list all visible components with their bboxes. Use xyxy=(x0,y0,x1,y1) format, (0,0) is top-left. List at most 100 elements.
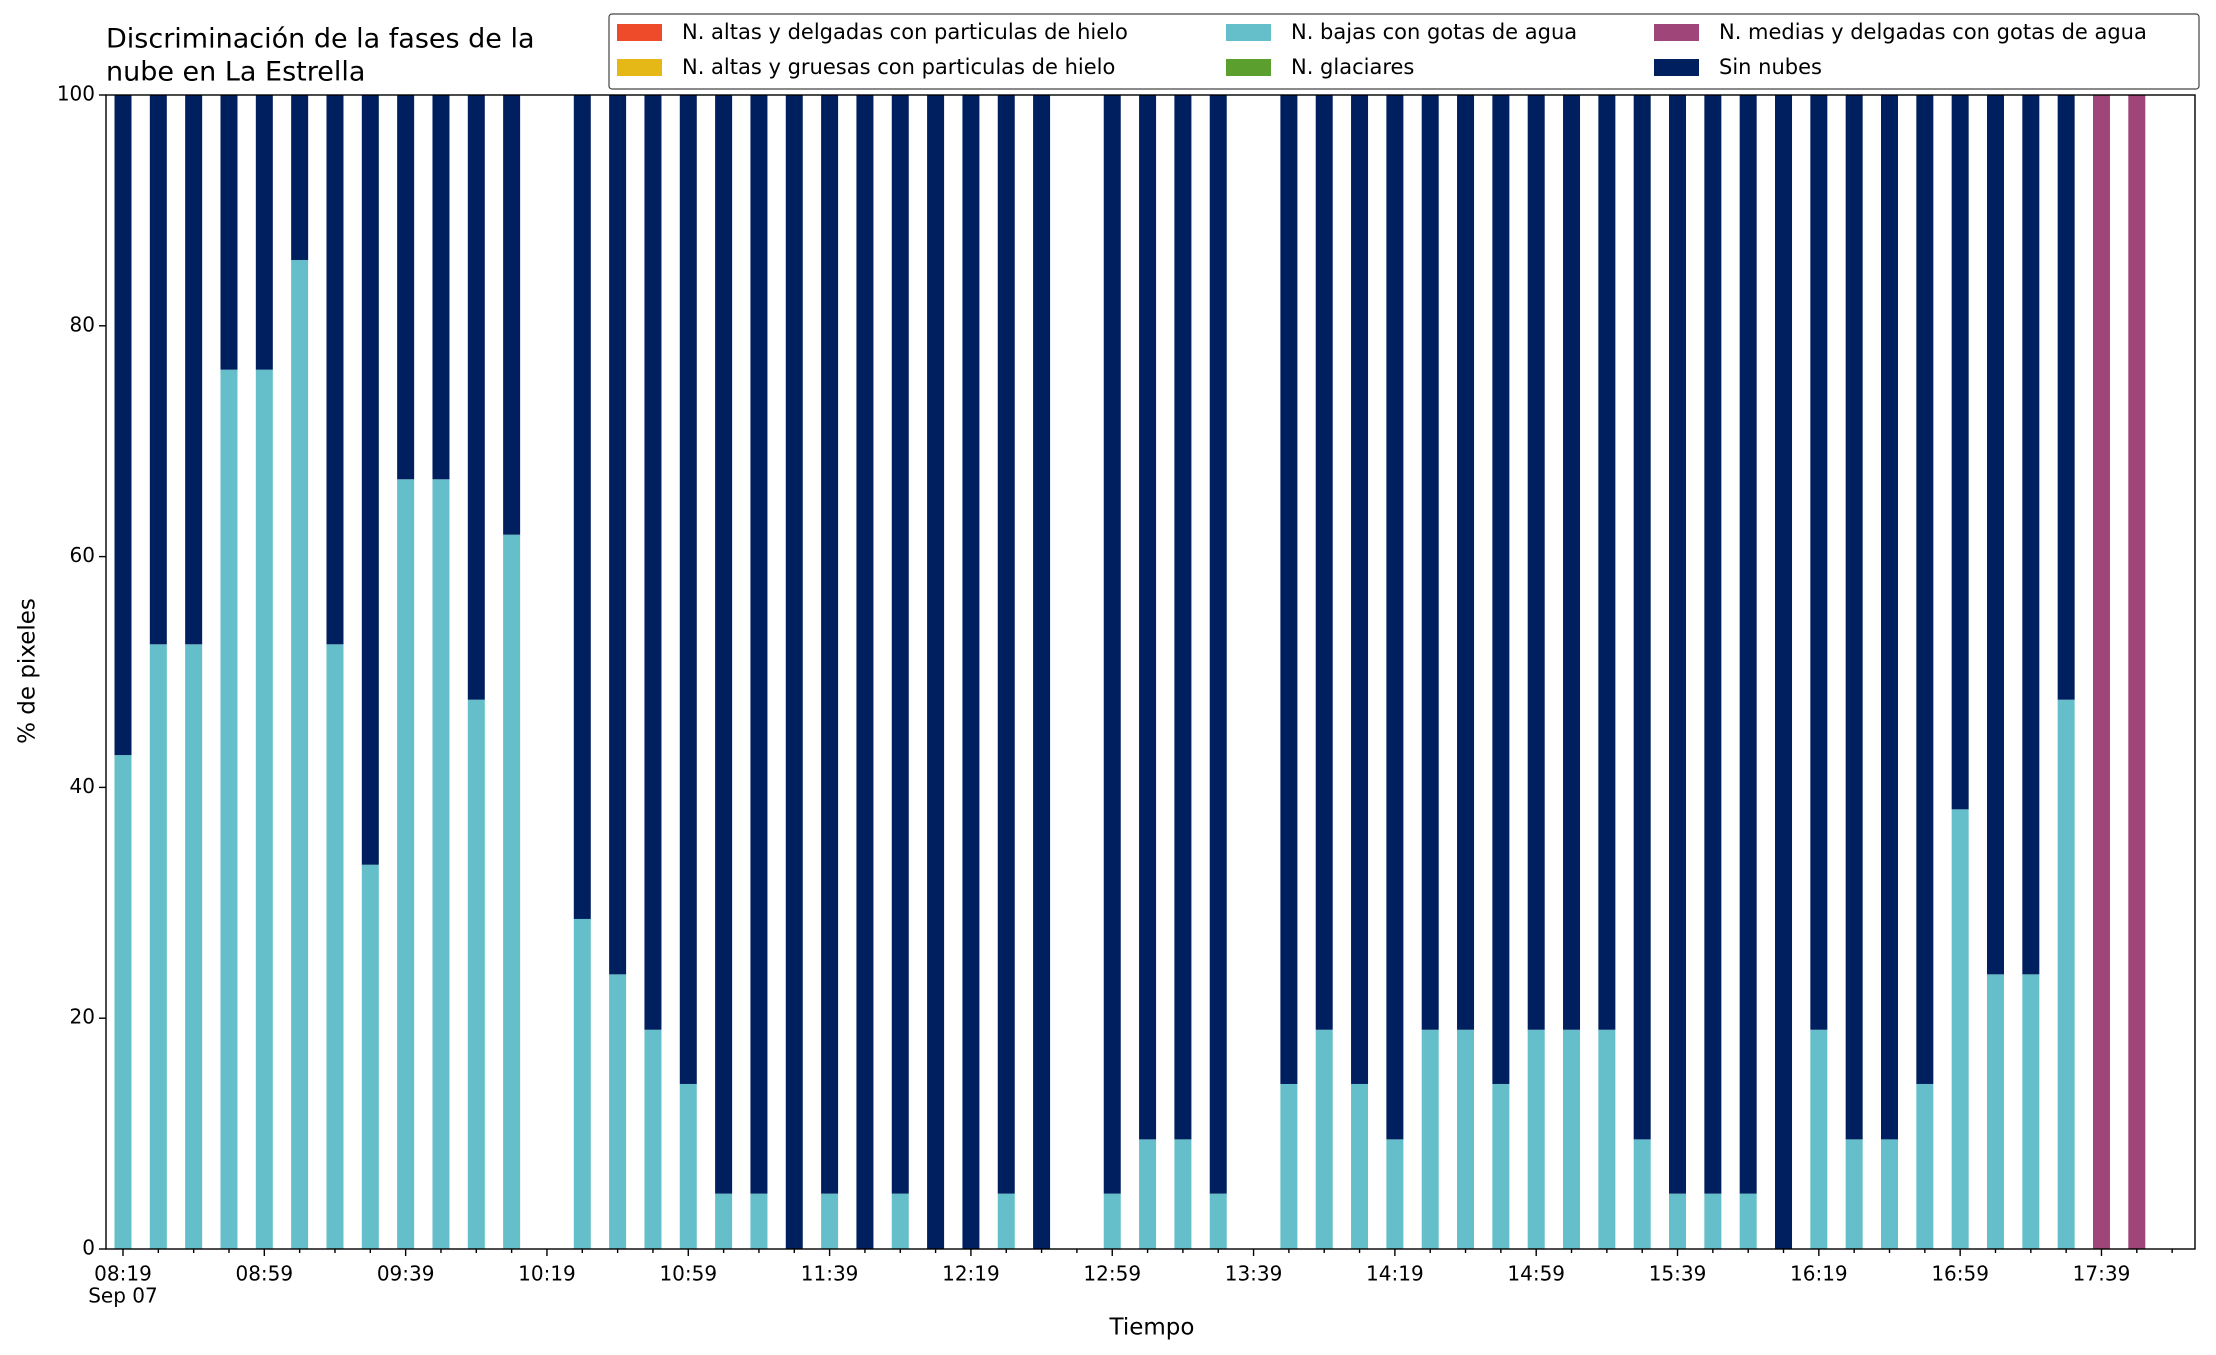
bar-segment xyxy=(856,95,874,1249)
x-tick-label: 08:19 xyxy=(94,1262,152,1286)
bar-segment xyxy=(1845,1139,1863,1249)
bar-segment xyxy=(1386,95,1404,1140)
bar-segment xyxy=(255,369,273,1250)
legend-label: N. bajas con gotas de agua xyxy=(1291,20,1577,44)
bar-segment xyxy=(1951,809,1969,1249)
bar-segment xyxy=(1351,1083,1369,1249)
y-tick-label: 100 xyxy=(57,82,95,106)
legend-swatch xyxy=(617,24,662,41)
bar-segment xyxy=(467,699,485,1249)
bar-segment xyxy=(1315,95,1333,1030)
bar-segment xyxy=(1704,1193,1722,1249)
bar-segment xyxy=(2057,95,2075,700)
bar-segment xyxy=(220,369,238,1250)
bar-segment xyxy=(361,864,379,1249)
bar-segment xyxy=(821,1193,839,1249)
bar-segment xyxy=(750,1193,768,1249)
x-tick-label: 17:39 xyxy=(2073,1262,2131,1286)
bar-segment xyxy=(291,260,309,1250)
x-date-label: Sep 07 xyxy=(88,1284,158,1308)
bar-segment xyxy=(326,644,344,1249)
y-tick-label: 60 xyxy=(70,543,95,567)
legend-box xyxy=(608,13,2200,90)
bar-segment xyxy=(432,479,450,1250)
bar-segment xyxy=(785,95,803,1249)
x-tick-label: 10:59 xyxy=(659,1262,717,1286)
bar-segment xyxy=(1421,1029,1439,1249)
bar-segment xyxy=(1315,1029,1333,1249)
legend-swatch xyxy=(617,59,662,76)
bar-segment xyxy=(1492,95,1510,1084)
y-tick-label: 80 xyxy=(70,312,95,336)
bar-segment xyxy=(715,95,733,1194)
bar-segment xyxy=(1457,95,1475,1030)
bar-segment xyxy=(1209,95,1227,1194)
bar-segment xyxy=(185,95,203,645)
legend-swatch xyxy=(1226,59,1271,76)
bar-segment xyxy=(1386,1139,1404,1249)
bar-segment xyxy=(1633,95,1651,1140)
bar-segment xyxy=(891,95,909,1194)
bar-segment xyxy=(467,95,485,700)
legend-swatch xyxy=(1654,24,1699,41)
x-tick-label: 15:39 xyxy=(1649,1262,1707,1286)
bar-segment xyxy=(1280,1083,1298,1249)
bar-segment xyxy=(1103,95,1121,1194)
x-tick-label: 09:39 xyxy=(377,1262,435,1286)
bar-segment xyxy=(1457,1029,1475,1249)
legend-label: Sin nubes xyxy=(1719,55,1822,79)
bar-segment xyxy=(1103,1193,1121,1249)
legend-label: N. altas y gruesas con particulas de hie… xyxy=(682,55,1115,79)
bar-segment xyxy=(1033,95,1051,1249)
bar-segment xyxy=(114,755,132,1249)
bar-segment xyxy=(997,95,1015,1194)
x-tick-label: 12:59 xyxy=(1083,1262,1141,1286)
bar-segment xyxy=(1563,95,1581,1030)
x-tick-label: 14:59 xyxy=(1507,1262,1565,1286)
bar-segment xyxy=(220,95,238,370)
bar-segment xyxy=(114,95,132,756)
plot-frame xyxy=(105,94,2196,1250)
bar-segment xyxy=(891,1193,909,1249)
bar-segment xyxy=(1916,95,1934,1084)
bar-segment xyxy=(1527,95,1545,1030)
bar-segment xyxy=(644,1029,662,1249)
bar-segment xyxy=(503,534,521,1249)
bar-segment xyxy=(1986,95,2004,975)
bar-segment xyxy=(1421,95,1439,1030)
bar-segment xyxy=(432,95,450,480)
bar-segment xyxy=(1881,1139,1898,1249)
bar-segment xyxy=(149,95,167,645)
bar-segment xyxy=(573,95,591,919)
bar-segment xyxy=(715,1193,733,1249)
bar-segment xyxy=(2022,95,2040,975)
bar-segment xyxy=(609,95,627,975)
y-axis-label: % de pixeles xyxy=(15,598,41,744)
bar-segment xyxy=(1845,95,1863,1140)
bar-segment xyxy=(1704,95,1722,1194)
bar-segment xyxy=(149,644,167,1249)
bar-segment xyxy=(1739,95,1757,1194)
bar-segment xyxy=(1527,1029,1545,1249)
legend-swatch xyxy=(1226,24,1271,41)
bar-segment xyxy=(1810,95,1828,1030)
legend-swatch xyxy=(1654,59,1699,76)
x-tick-label: 13:39 xyxy=(1225,1262,1283,1286)
bar-segment xyxy=(1881,95,1898,1140)
y-tick-label: 0 xyxy=(82,1236,95,1260)
legend-label: N. glaciares xyxy=(1291,55,1414,79)
bar-segment xyxy=(291,95,309,261)
y-tick-label: 40 xyxy=(70,774,95,798)
bar-segment xyxy=(1739,1193,1757,1249)
bar-segment xyxy=(1174,95,1192,1140)
bar-segment xyxy=(679,1083,697,1249)
bar-segment xyxy=(1916,1083,1934,1249)
bar-segment xyxy=(1951,95,1969,810)
bar-segment xyxy=(1492,1083,1510,1249)
bar-segment xyxy=(2022,974,2040,1249)
bar-segment xyxy=(2057,699,2075,1249)
bar-segment xyxy=(1633,1139,1651,1249)
bar-segment xyxy=(1139,95,1157,1140)
bar-segment xyxy=(2092,95,2110,1249)
